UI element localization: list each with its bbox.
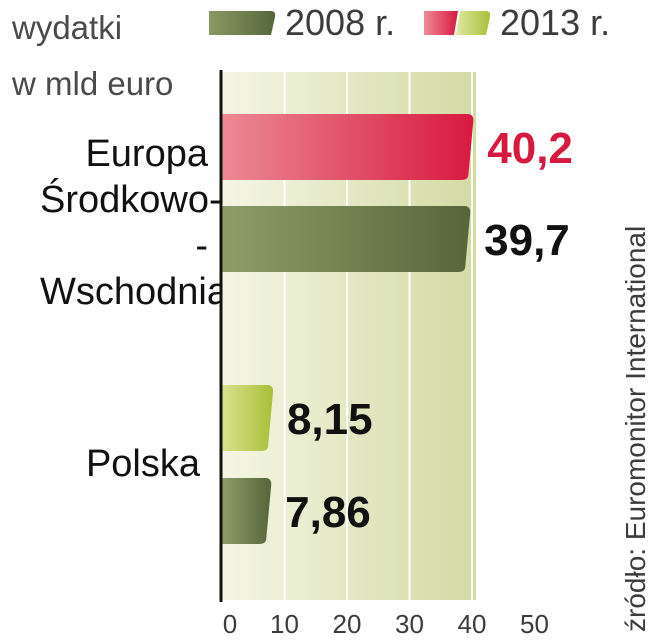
- bar-value-label: 39,7: [484, 216, 570, 265]
- x-tick-labels: 0 10 20 30 40 50: [223, 609, 549, 639]
- unit-line-1: wydatki: [12, 9, 123, 46]
- category-line: Polska: [85, 443, 200, 485]
- bar: [222, 385, 274, 451]
- value-labels: 40,2 39,7 8,15 7,86: [285, 124, 573, 537]
- bar: [222, 206, 471, 272]
- x-tick-label: 20: [333, 609, 362, 639]
- bar-value-label: 40,2: [487, 124, 573, 173]
- bar-value-label: 8,15: [287, 395, 373, 444]
- category-label-poland: Polska: [40, 441, 200, 487]
- legend-label-2013: 2013 r.: [500, 2, 611, 43]
- source-note: źródło: Euromonitor International: [620, 225, 650, 632]
- bar-value-label: 7,86: [285, 488, 371, 537]
- x-tick-label: 30: [395, 609, 424, 639]
- x-tick-label: 40: [458, 609, 487, 639]
- x-tick-label: 10: [270, 609, 299, 639]
- x-tick-label: 50: [520, 609, 549, 639]
- bars: [222, 114, 474, 544]
- category-line: -Wschodnia: [40, 225, 228, 313]
- unit-label: wydatki w mld euro: [12, 0, 173, 112]
- unit-line-2: w mld euro: [12, 65, 174, 102]
- x-tick-label: 0: [223, 609, 237, 639]
- legend-label-2008: 2008 r.: [285, 2, 396, 43]
- category-label-europe: Europa Środkowo- -Wschodnia: [40, 131, 228, 315]
- category-line: Środkowo-: [40, 179, 222, 221]
- legend-swatch-2013: [424, 11, 491, 35]
- bar: [222, 114, 474, 180]
- category-line: Europa: [85, 133, 208, 175]
- bar: [222, 478, 272, 544]
- legend-swatch-2008: [209, 11, 276, 35]
